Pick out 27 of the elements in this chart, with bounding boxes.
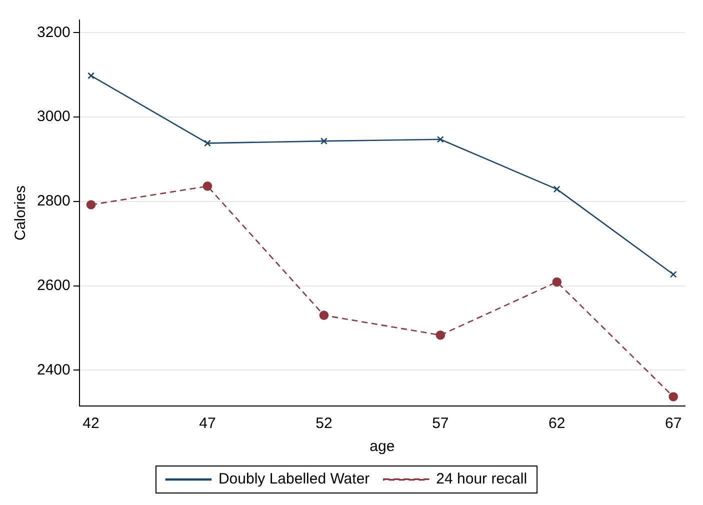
- y-tick-label: 2400: [36, 361, 70, 378]
- point: [436, 330, 446, 340]
- point: [553, 186, 560, 193]
- x-axis-title: age: [370, 438, 395, 456]
- point: [204, 140, 211, 147]
- x-tick-label: 67: [665, 415, 682, 432]
- y-tick-label: 3200: [36, 24, 70, 41]
- point: [86, 200, 96, 210]
- legend-label: 24 hour recall: [436, 470, 528, 488]
- legend-label: Doubly Labelled Water: [218, 470, 370, 488]
- x-tick-label: 52: [316, 415, 332, 432]
- point: [552, 277, 562, 287]
- point: [320, 138, 328, 145]
- x-tick-label: 62: [548, 415, 566, 432]
- point: [88, 72, 94, 80]
- point: [670, 270, 677, 278]
- x-tick-label: 57: [432, 415, 449, 432]
- x-tick-label: 47: [199, 415, 216, 432]
- point: [319, 310, 329, 320]
- y-tick-label: 2600: [36, 276, 70, 294]
- point: [202, 182, 212, 191]
- y-tick-label: 2800: [36, 192, 70, 210]
- y-axis-title: Calories: [12, 185, 30, 241]
- point: [436, 136, 444, 143]
- point: [668, 392, 678, 402]
- y-tick-label: 3000: [36, 108, 70, 126]
- x-tick-label: 42: [82, 415, 100, 432]
